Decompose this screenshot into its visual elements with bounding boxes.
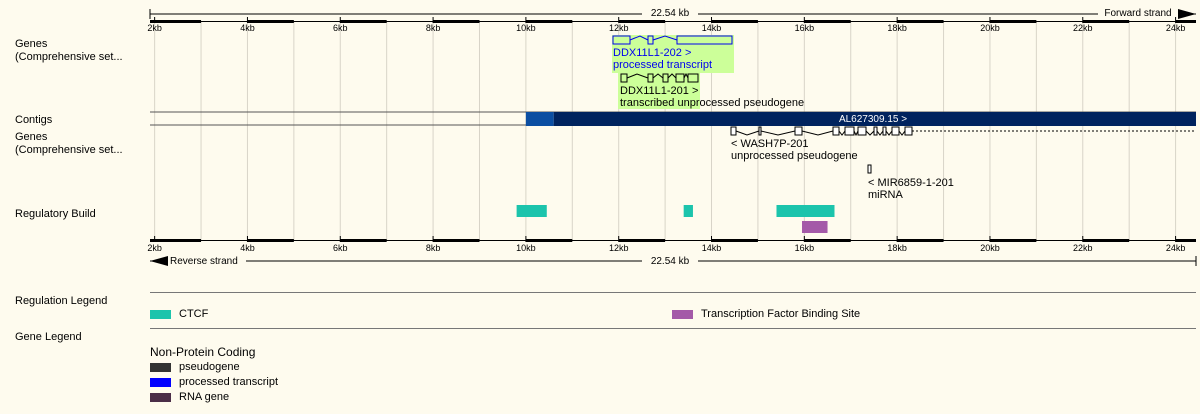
ruler-tick-label: 14kb [702, 243, 722, 253]
gene-biotype: miRNA [868, 189, 903, 201]
ruler-tick-label: 4kb [240, 243, 255, 253]
ruler-tick-label: 24kb [1166, 23, 1186, 33]
ruler-tick-label: 2kb [147, 23, 162, 33]
forward-strand-label: Forward strand [1104, 8, 1171, 19]
ruler-tick-label: 16kb [795, 23, 815, 33]
regulatory-track-label: Regulatory Build [15, 208, 96, 220]
gene-ddx11l1-201[interactable]: DDX11L1-201 > transcribed unprocessed ps… [618, 72, 804, 109]
genes-reverse-track-label: Genes (Comprehensive set... [15, 131, 123, 156]
gene-name: DDX11L1-201 > [620, 85, 698, 97]
bottom-ruler: 2kb 4kb 6kb 8kb 10kb 12kb 14kb 16kb 18kb 20kb 22kb… [147, 236, 1196, 253]
ruler-tick-label: 4kb [240, 23, 255, 33]
legend-rna-gene-label: RNA gene [179, 391, 230, 403]
ruler-tick-label: 14kb [702, 23, 722, 33]
gene-biotype: processed transcript [613, 59, 712, 71]
tfbs-feature[interactable] [802, 221, 828, 233]
gene-legend-title: Gene Legend [15, 331, 82, 343]
contig-name: AL627309.15 > [839, 114, 907, 125]
gene-ddx11l1-202[interactable]: DDX11L1-202 > processed transcript [612, 35, 734, 73]
pseudogene-swatch [150, 362, 171, 372]
gene-name: < MIR6859-1-201 [868, 177, 954, 189]
processed-transcript-swatch [150, 377, 171, 387]
ruler-tick-label: 2kb [147, 243, 162, 253]
legend-ctcf: CTCF [150, 308, 208, 320]
legend-tfbs: Transcription Factor Binding Site [672, 308, 860, 320]
genes-forward-track-label: Genes (Comprehensive set... [15, 38, 123, 63]
top-ruler: 2kb 4kb 6kb 8kb 10kb 12kb 14kb 16kb 18kb 20kb 22kb… [147, 17, 1196, 33]
ctcf-feature[interactable] [776, 205, 835, 217]
regulatory-features[interactable] [516, 205, 835, 233]
ruler-tick-label: 20kb [980, 23, 1000, 33]
forward-arrow-icon [1178, 9, 1196, 19]
reverse-arrow-icon [150, 256, 168, 266]
ruler-tick-label: 12kb [609, 243, 629, 253]
ruler-tick-label: 8kb [426, 23, 441, 33]
ruler-tick-label: 18kb [887, 23, 907, 33]
gene-mir6859-1-201[interactable]: < MIR6859-1-201 miRNA [867, 164, 954, 201]
ruler-tick-label: 8kb [426, 243, 441, 253]
contig-segment[interactable] [553, 112, 1196, 126]
ruler-tick-label: 10kb [516, 23, 536, 33]
ruler-tick-label: 16kb [795, 243, 815, 253]
gene-name: DDX11L1-202 > [613, 47, 691, 59]
ruler-tick-label: 24kb [1166, 243, 1186, 253]
top-scale-bar: 22.54 kb Forward strand [149, 7, 1196, 19]
top-length-label: 22.54 kb [651, 8, 690, 19]
legend-tfbs-label: Transcription Factor Binding Site [701, 308, 861, 320]
ruler-tick-label: 18kb [887, 243, 907, 253]
ruler-tick-label: 20kb [980, 243, 1000, 253]
contigs-track-label: Contigs [15, 114, 53, 126]
contig-track[interactable]: AL627309.15 > [150, 111, 1196, 126]
ruler-tick-label: 12kb [609, 23, 629, 33]
legend-divider [150, 328, 1196, 329]
ctcf-swatch [150, 309, 171, 319]
ruler-tick-label: 22kb [1073, 23, 1093, 33]
legend-rna-gene: RNA gene [150, 391, 229, 403]
legend-pseudogene-label: pseudogene [179, 361, 240, 373]
ctcf-feature[interactable] [683, 205, 693, 217]
contig-segment-start [525, 112, 554, 126]
ruler-tick-label: 6kb [333, 243, 348, 253]
reverse-strand-label: Reverse strand [170, 256, 238, 267]
ruler-tick-label: 10kb [516, 243, 536, 253]
legend-processed-transcript: processed transcript [150, 376, 278, 388]
rna-gene-swatch [150, 392, 171, 402]
bottom-scale-bar: Reverse strand 22.54 kb [150, 255, 1197, 267]
tfbs-swatch [672, 309, 693, 319]
non-protein-coding-title: Non-Protein Coding [150, 345, 256, 359]
ctcf-feature[interactable] [516, 205, 547, 217]
ruler-tick-label: 22kb [1073, 243, 1093, 253]
ruler-tick-label: 6kb [333, 23, 348, 33]
legend-processed-transcript-label: processed transcript [179, 376, 279, 388]
legend-divider [150, 292, 1196, 293]
bottom-length-label: 22.54 kb [651, 256, 690, 267]
gene-biotype: unprocessed pseudogene [731, 150, 858, 162]
gene-biotype: transcribed unprocessed pseudogene [620, 97, 804, 109]
regulation-legend-title: Regulation Legend [15, 295, 108, 307]
legend-ctcf-label: CTCF [179, 308, 209, 320]
legend-pseudogene: pseudogene [150, 361, 240, 373]
gene-wash7p-201[interactable]: < WASH7P-201 unprocessed pseudogene [730, 126, 1196, 162]
genome-browser-canvas[interactable]: 22.54 kb Forward strand 2kb 4kb 6kb 8kb 10kb… [0, 0, 1200, 280]
gene-name: < WASH7P-201 [731, 138, 809, 150]
